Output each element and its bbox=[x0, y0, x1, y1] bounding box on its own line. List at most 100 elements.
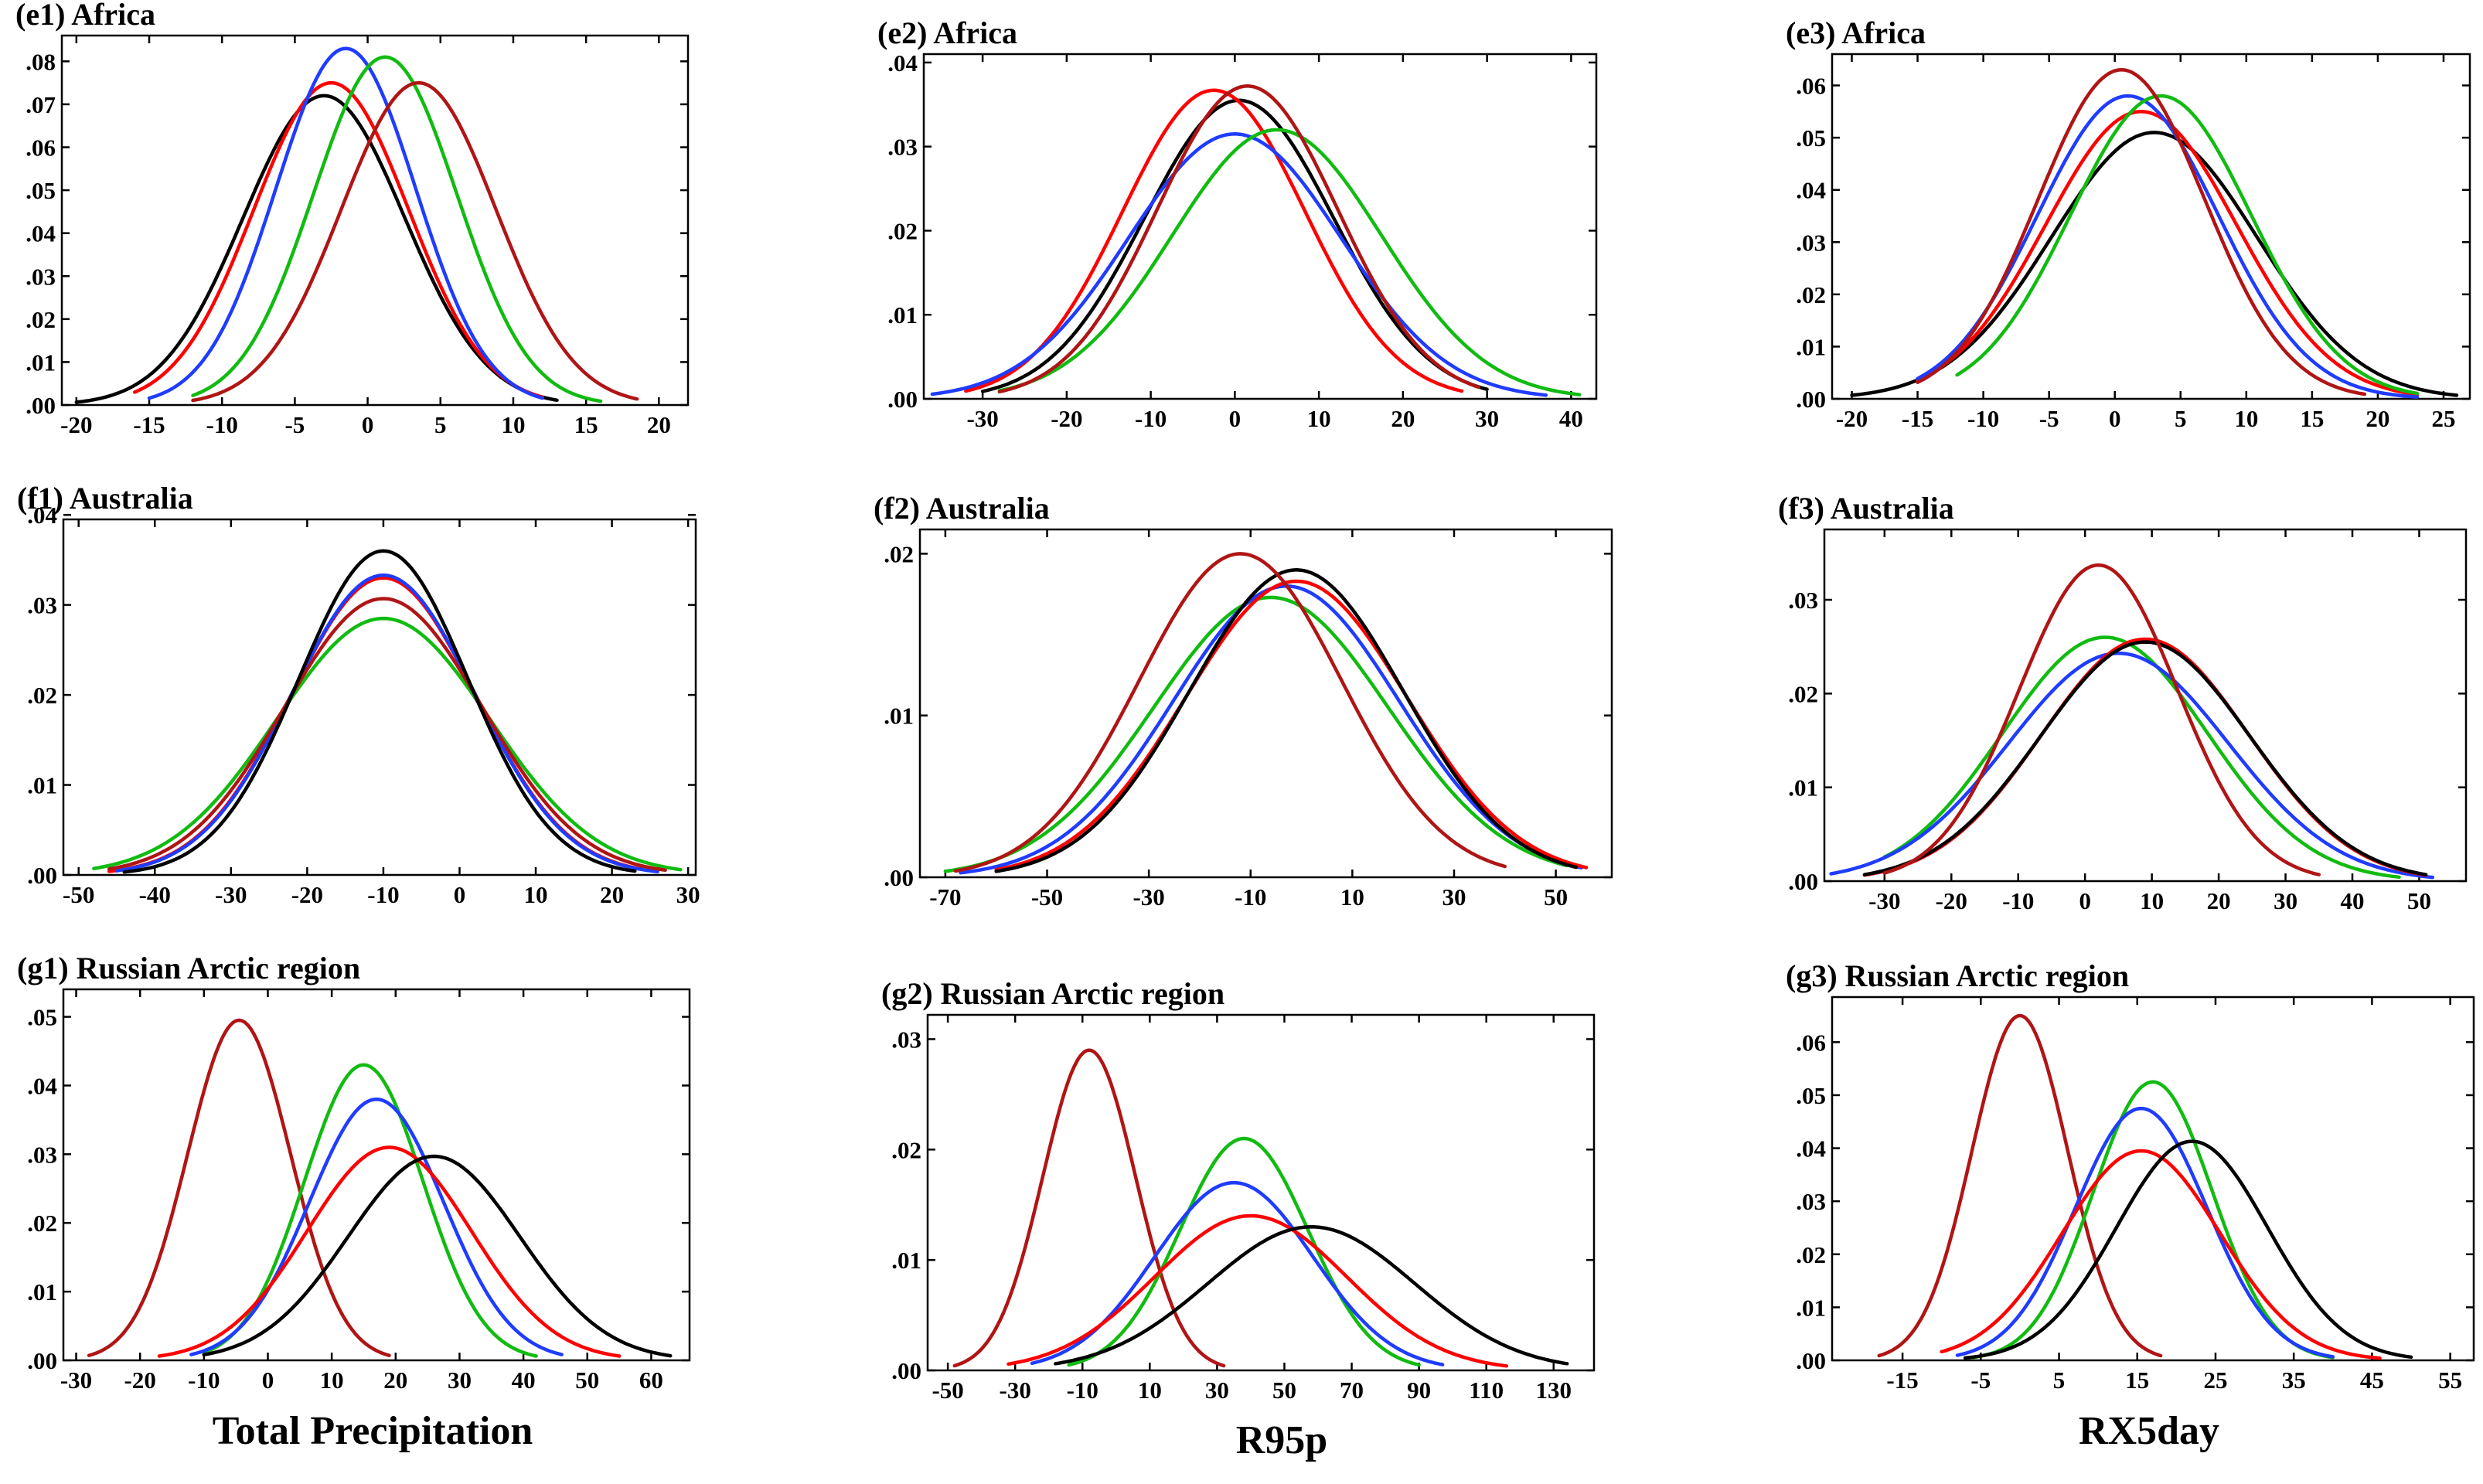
x-tick-label-e1: -20 bbox=[60, 411, 92, 438]
x-tick-label-e1: 10 bbox=[501, 411, 525, 438]
y-tick-label-e2: .04 bbox=[887, 49, 918, 77]
y-tick-label-e1: .05 bbox=[26, 177, 56, 204]
y-tick-label-e3: .00 bbox=[1796, 386, 1826, 413]
x-tick-label-e1: -15 bbox=[133, 411, 165, 438]
y-tick-label-g2: .01 bbox=[891, 1247, 921, 1274]
series-darkred-g3 bbox=[1877, 1013, 2163, 1358]
series-green-g2 bbox=[1067, 1136, 1421, 1367]
x-tick-label-f2: 30 bbox=[1442, 883, 1466, 910]
x-tick-label-e3: 20 bbox=[2365, 405, 2389, 432]
x-tick-label-e2: -10 bbox=[1135, 405, 1167, 432]
y-tick-label-f1: .03 bbox=[27, 592, 57, 619]
x-tick-label-e3: 5 bbox=[2175, 405, 2187, 432]
plot-frame-e2 bbox=[922, 53, 1598, 400]
x-tick-label-g2: -50 bbox=[932, 1377, 963, 1404]
y-tick-label-f1: .04 bbox=[27, 502, 57, 529]
x-tick-label-g1: -30 bbox=[60, 1367, 92, 1394]
column-label-rx5day: RX5day bbox=[2079, 1409, 2219, 1453]
x-tick-label-e2: -30 bbox=[966, 405, 998, 432]
series-green-e2 bbox=[997, 128, 1582, 397]
y-tick-label-g2: .00 bbox=[891, 1357, 921, 1384]
panel-title-g2: (g2) Russian Arctic region bbox=[881, 976, 1224, 1011]
y-tick-label-g3: .06 bbox=[1796, 1029, 1826, 1056]
x-tick-label-g3: 15 bbox=[2125, 1367, 2149, 1394]
x-tick-label-e2: 30 bbox=[1475, 405, 1499, 432]
series-darkred-g1 bbox=[87, 1018, 391, 1357]
x-tick-label-g1: 60 bbox=[639, 1367, 663, 1394]
x-tick-label-e3: 0 bbox=[2109, 405, 2121, 432]
x-tick-label-g2: -10 bbox=[1067, 1377, 1098, 1404]
y-tick-label-e3: .04 bbox=[1796, 177, 1826, 204]
y-tick-label-f3: .03 bbox=[1788, 587, 1818, 614]
x-tick-label-g1: -20 bbox=[124, 1367, 156, 1394]
series-green-e1 bbox=[191, 55, 603, 403]
series-blue-f1 bbox=[114, 573, 659, 874]
y-tick-label-g3: .03 bbox=[1796, 1188, 1826, 1215]
series-red-e2 bbox=[964, 88, 1464, 393]
x-tick-label-f1: 20 bbox=[600, 881, 624, 908]
x-tick-label-g1: 10 bbox=[320, 1367, 344, 1394]
panel-g3: (g3) Russian Arctic region -15 -5 5 15 25 35 45… bbox=[1786, 958, 2475, 1394]
y-tick-label-e3: .06 bbox=[1796, 73, 1826, 100]
x-tick-label-g3: 25 bbox=[2203, 1367, 2227, 1394]
y-tick-label-e2: .03 bbox=[887, 134, 918, 161]
plot-frame-e1 bbox=[60, 34, 690, 407]
x-tick-label-f3: 30 bbox=[2274, 887, 2297, 914]
y-tick-label-g1: .00 bbox=[27, 1347, 57, 1374]
x-tick-label-e3: -10 bbox=[1967, 405, 1999, 432]
plot-frame-g2 bbox=[926, 1013, 1596, 1372]
x-tick-label-e2: 0 bbox=[1229, 405, 1242, 432]
x-tick-label-e2: -20 bbox=[1051, 405, 1082, 432]
x-tick-label-f2: -70 bbox=[929, 883, 961, 910]
x-tick-label-f2: -50 bbox=[1031, 883, 1063, 910]
panels: (e1) Africa-20 -15 -10 -5 0 5 10 15 20.00.01.02.… bbox=[15, 0, 2475, 1404]
panel-e1: (e1) Africa -20 -15 -10 -5 0 5 10 15 20 .00 .01 .02.… bbox=[15, 0, 690, 438]
x-tick-label-g3: 45 bbox=[2360, 1367, 2384, 1394]
series-blue-g1 bbox=[189, 1097, 564, 1356]
series-black-g1 bbox=[202, 1154, 673, 1358]
series-blue-e1 bbox=[147, 46, 544, 400]
series-red-e1 bbox=[132, 80, 544, 400]
x-tick-label-f1: 0 bbox=[454, 881, 466, 908]
plot-frame-f2 bbox=[918, 528, 1613, 879]
y-tick-label-e1: .01 bbox=[26, 349, 56, 376]
x-tick-label-e1: 0 bbox=[362, 411, 374, 438]
panel-f1: (f1) Australia -50 -40 -30 -20 -10 0 10 20 30 .00.… bbox=[17, 481, 700, 908]
y-tick-label-g3: .04 bbox=[1796, 1135, 1826, 1162]
panel-g2: (g2) Russian Arctic region -50 -30 -10 10 30 5… bbox=[881, 976, 1596, 1404]
panel-title-f1: (f1) Australia bbox=[17, 481, 193, 516]
series-black-e1 bbox=[74, 94, 559, 404]
panel-e2: (e2) Africa -30 -20 -10 0 10 20 30 40 .00 .01 .02 .0… bbox=[877, 15, 1598, 432]
x-tick-label-e1: -10 bbox=[206, 411, 238, 438]
plot-frame-g3 bbox=[1831, 996, 2475, 1362]
plot-frame-f3 bbox=[1823, 528, 2468, 883]
y-tick-label-f2: .01 bbox=[884, 703, 914, 730]
y-tick-label-g2: .03 bbox=[891, 1026, 921, 1053]
series-black-e2 bbox=[980, 98, 1489, 393]
series-green-e3 bbox=[1955, 94, 2420, 396]
x-tick-label-e3: 25 bbox=[2431, 405, 2455, 432]
panel-e3: (e3) Africa -20 -15 -10 -5 0 5 10 15 20 25 .00 .01 .0… bbox=[1786, 15, 2471, 432]
x-tick-label-g1: -10 bbox=[188, 1367, 220, 1394]
x-tick-label-g1: 30 bbox=[448, 1367, 472, 1394]
plot-frame-g1 bbox=[62, 988, 691, 1362]
y-tick-label-g3: .02 bbox=[1796, 1241, 1826, 1268]
x-tick-label-e3: -5 bbox=[2039, 405, 2059, 432]
series-green-f3 bbox=[1882, 635, 2401, 880]
panel-title-e2: (e2) Africa bbox=[877, 15, 1017, 50]
y-tick-label-e1: .03 bbox=[26, 263, 56, 290]
x-tick-label-f3: 0 bbox=[2079, 887, 2091, 914]
x-tick-label-e2: 40 bbox=[1559, 405, 1583, 432]
y-tick-label-g2: .02 bbox=[891, 1136, 921, 1163]
column-label-total-precipitation: Total Precipitation bbox=[213, 1409, 533, 1453]
series-black-f3 bbox=[1862, 640, 2428, 876]
y-tick-label-f2: .02 bbox=[884, 540, 914, 567]
y-tick-label-g3: .01 bbox=[1796, 1294, 1826, 1321]
x-tick-label-g3: 5 bbox=[2053, 1367, 2066, 1394]
x-tick-label-e1: 20 bbox=[647, 411, 671, 438]
y-tick-label-g3: .05 bbox=[1796, 1082, 1826, 1109]
x-tick-label-e1: 5 bbox=[434, 411, 447, 438]
x-tick-label-f3: -10 bbox=[2002, 887, 2034, 914]
y-tick-label-g1: .04 bbox=[27, 1072, 57, 1099]
